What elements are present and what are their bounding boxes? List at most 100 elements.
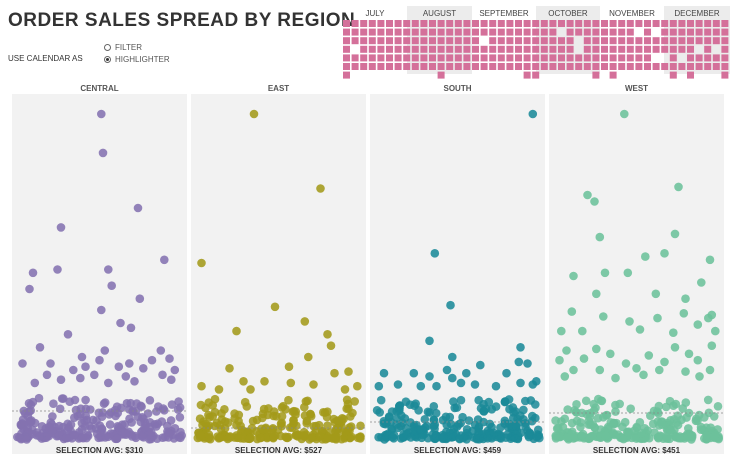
data-point[interactable] bbox=[528, 411, 537, 421]
data-point[interactable] bbox=[653, 313, 662, 323]
calendar-day-cell[interactable] bbox=[669, 20, 677, 27]
data-point[interactable] bbox=[273, 425, 283, 435]
data-point[interactable] bbox=[95, 355, 104, 365]
calendar-day-cell[interactable] bbox=[644, 54, 651, 62]
data-point[interactable] bbox=[300, 317, 310, 326]
calendar-day-cell[interactable] bbox=[678, 28, 686, 36]
calendar-day-cell[interactable] bbox=[661, 45, 669, 53]
calendar-day-cell[interactable] bbox=[386, 54, 393, 62]
data-point[interactable] bbox=[577, 431, 586, 440]
data-point[interactable] bbox=[662, 432, 672, 442]
data-point[interactable] bbox=[197, 381, 206, 391]
calendar-day-cell[interactable] bbox=[480, 28, 488, 36]
calendar-day-cell[interactable] bbox=[368, 20, 376, 27]
data-point[interactable] bbox=[81, 362, 90, 372]
data-point[interactable] bbox=[78, 433, 87, 442]
calendar-day-cell[interactable] bbox=[687, 45, 694, 53]
data-point[interactable] bbox=[655, 365, 664, 375]
calendar-day-cell[interactable] bbox=[695, 63, 703, 70]
data-point[interactable] bbox=[632, 434, 641, 443]
calendar-day-cell[interactable] bbox=[360, 63, 368, 70]
data-point[interactable] bbox=[442, 365, 452, 375]
data-point[interactable] bbox=[248, 416, 258, 426]
calendar-day-cell[interactable] bbox=[669, 28, 677, 36]
calendar-day-cell[interactable] bbox=[635, 54, 643, 62]
data-point[interactable] bbox=[97, 109, 106, 119]
calendar-day-cell[interactable] bbox=[635, 37, 643, 45]
data-point[interactable] bbox=[684, 349, 694, 359]
data-point[interactable] bbox=[16, 434, 26, 444]
calendar-day-cell[interactable] bbox=[601, 54, 608, 62]
calendar-day-cell[interactable] bbox=[583, 54, 591, 62]
data-point[interactable] bbox=[528, 109, 538, 119]
calendar-day-cell[interactable] bbox=[515, 20, 522, 27]
calendar-day-cell[interactable] bbox=[411, 20, 419, 27]
data-point[interactable] bbox=[681, 294, 690, 304]
data-point[interactable] bbox=[578, 326, 587, 336]
data-point[interactable] bbox=[332, 424, 341, 434]
calendar-day-cell[interactable] bbox=[351, 63, 359, 70]
calendar-day-cell[interactable] bbox=[558, 54, 565, 62]
data-point[interactable] bbox=[125, 359, 134, 368]
calendar-day-cell[interactable] bbox=[446, 28, 454, 36]
data-point[interactable] bbox=[557, 326, 566, 336]
data-point[interactable] bbox=[571, 407, 581, 417]
calendar-day-cell[interactable] bbox=[583, 28, 591, 36]
calendar-day-cell[interactable] bbox=[386, 63, 393, 70]
calendar-day-cell[interactable] bbox=[523, 28, 531, 36]
calendar-day-cell[interactable] bbox=[695, 28, 703, 36]
data-point[interactable] bbox=[126, 323, 136, 333]
data-point[interactable] bbox=[594, 394, 603, 404]
data-point[interactable] bbox=[606, 418, 616, 427]
calendar-day-cell[interactable] bbox=[360, 20, 368, 27]
data-point[interactable] bbox=[62, 433, 71, 443]
data-point[interactable] bbox=[306, 411, 316, 421]
data-point[interactable] bbox=[576, 422, 585, 432]
data-point[interactable] bbox=[46, 359, 55, 368]
calendar-day-cell[interactable] bbox=[566, 45, 574, 53]
data-point[interactable] bbox=[555, 355, 564, 365]
data-point[interactable] bbox=[81, 395, 90, 405]
calendar-day-cell[interactable] bbox=[480, 54, 488, 62]
data-point[interactable] bbox=[353, 381, 362, 391]
calendar-day-cell[interactable] bbox=[463, 20, 471, 27]
data-point[interactable] bbox=[669, 328, 678, 338]
data-point[interactable] bbox=[423, 407, 433, 417]
data-point[interactable] bbox=[28, 268, 38, 278]
calendar-day-cell[interactable] bbox=[669, 37, 677, 45]
calendar-day-cell[interactable] bbox=[601, 37, 608, 45]
data-point[interactable] bbox=[590, 197, 599, 206]
calendar-day-cell[interactable] bbox=[601, 45, 608, 53]
data-point[interactable] bbox=[201, 419, 211, 429]
data-point[interactable] bbox=[160, 255, 169, 265]
calendar-day-cell[interactable] bbox=[506, 28, 514, 36]
data-point[interactable] bbox=[70, 413, 79, 423]
data-point[interactable] bbox=[681, 367, 690, 376]
calendar-day-cell[interactable] bbox=[618, 28, 626, 36]
data-point[interactable] bbox=[303, 396, 312, 406]
data-point[interactable] bbox=[406, 433, 416, 442]
calendar-day-cell[interactable] bbox=[360, 37, 368, 45]
data-point[interactable] bbox=[709, 432, 719, 442]
calendar-day-cell[interactable] bbox=[609, 54, 617, 62]
calendar-day-cell[interactable] bbox=[497, 63, 505, 70]
data-point[interactable] bbox=[344, 367, 353, 376]
calendar-day-cell[interactable] bbox=[575, 63, 583, 70]
calendar-day-cell[interactable] bbox=[540, 54, 548, 62]
calendar-day-cell[interactable] bbox=[721, 54, 729, 62]
calendar-day-cell[interactable] bbox=[532, 45, 540, 53]
calendar-day-cell[interactable] bbox=[609, 20, 617, 27]
data-point[interactable] bbox=[679, 309, 689, 318]
calendar-day-cell[interactable] bbox=[515, 37, 522, 45]
data-point[interactable] bbox=[356, 434, 365, 443]
calendar-day-cell[interactable] bbox=[618, 54, 626, 62]
data-point[interactable] bbox=[225, 364, 234, 373]
calendar-day-cell[interactable] bbox=[712, 54, 720, 62]
data-point[interactable] bbox=[330, 368, 339, 378]
calendar-day-cell[interactable] bbox=[472, 20, 479, 27]
data-point[interactable] bbox=[648, 419, 658, 429]
data-point[interactable] bbox=[42, 370, 52, 380]
calendar-day-cell[interactable] bbox=[515, 54, 522, 62]
data-point[interactable] bbox=[644, 351, 654, 360]
calendar-day-cell[interactable] bbox=[429, 54, 436, 62]
